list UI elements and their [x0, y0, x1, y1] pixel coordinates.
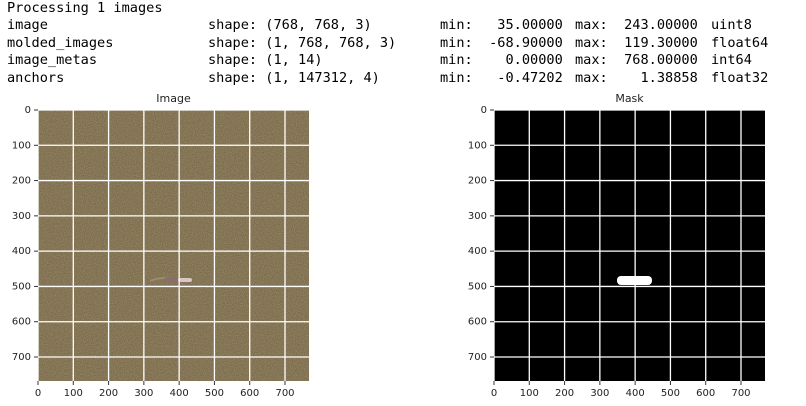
- x-tick-label: 700: [275, 388, 294, 399]
- y-tick-label: 0: [481, 105, 487, 116]
- y-tick-label: 100: [468, 140, 487, 151]
- log-min: min: 0.00000: [440, 52, 563, 68]
- y-tick-label: 600: [468, 317, 487, 328]
- x-tick-label: 400: [626, 388, 645, 399]
- x-tick-label: 200: [555, 388, 574, 399]
- y-tick-label: 500: [468, 281, 487, 292]
- y-tick-label: 200: [12, 176, 31, 187]
- log-shape: shape: (768, 768, 3): [208, 17, 372, 33]
- y-tick-label: 200: [468, 176, 487, 187]
- log-dtype: uint8: [711, 17, 752, 33]
- log-max: max: 119.30000: [575, 34, 698, 51]
- log-shape: shape: (1, 14): [208, 52, 323, 68]
- x-tick-label: 600: [240, 388, 259, 399]
- x-tick-label: 200: [99, 388, 118, 399]
- x-tick-label: 700: [731, 388, 750, 399]
- log-name: molded_images: [7, 34, 114, 51]
- log-min: min: 35.00000: [440, 17, 563, 33]
- log-name: image: [7, 17, 48, 33]
- log-shape: shape: (1, 768, 768, 3): [208, 34, 397, 51]
- x-tick-label: 300: [134, 388, 153, 399]
- y-tick-label: 300: [12, 211, 31, 222]
- log-max: max: 768.00000: [575, 52, 698, 68]
- y-tick-label: 500: [12, 281, 31, 292]
- y-tick-label: 100: [12, 140, 31, 151]
- log-dtype: int64: [711, 52, 752, 68]
- log-shape: shape: (1, 147312, 4): [208, 69, 380, 86]
- y-tick-label: 0: [25, 105, 31, 116]
- log-dtype: float64: [711, 34, 769, 51]
- log-dtype: float32: [711, 69, 769, 86]
- x-tick-label: 100: [520, 388, 539, 399]
- mask-content: [494, 110, 765, 381]
- log-max: max: 1.38858: [575, 69, 698, 86]
- x-tick-label: 500: [661, 388, 680, 399]
- log-max: max: 243.00000: [575, 17, 698, 33]
- y-tick-label: 600: [12, 317, 31, 328]
- x-tick-label: 600: [696, 388, 715, 399]
- x-tick-label: 300: [590, 388, 609, 399]
- panel-title: Mask: [615, 92, 644, 105]
- y-tick-label: 300: [468, 211, 487, 222]
- y-tick-label: 700: [468, 352, 487, 363]
- log-min: min: -68.90000: [440, 34, 563, 51]
- panel-title: Image: [156, 92, 191, 105]
- y-tick-label: 700: [12, 352, 31, 363]
- y-tick-label: 400: [12, 246, 31, 257]
- x-tick-label: 400: [170, 388, 189, 399]
- log-name: image_metas: [7, 52, 98, 68]
- x-tick-label: 0: [35, 388, 41, 399]
- y-tick-label: 400: [468, 246, 487, 257]
- x-tick-label: 500: [205, 388, 224, 399]
- image-content: [38, 110, 309, 381]
- log-min: min: -0.47202: [440, 69, 563, 86]
- x-tick-label: 100: [64, 388, 83, 399]
- log-name: anchors: [7, 69, 65, 86]
- x-tick-label: 0: [491, 388, 497, 399]
- log-header: Processing 1 images: [7, 0, 163, 16]
